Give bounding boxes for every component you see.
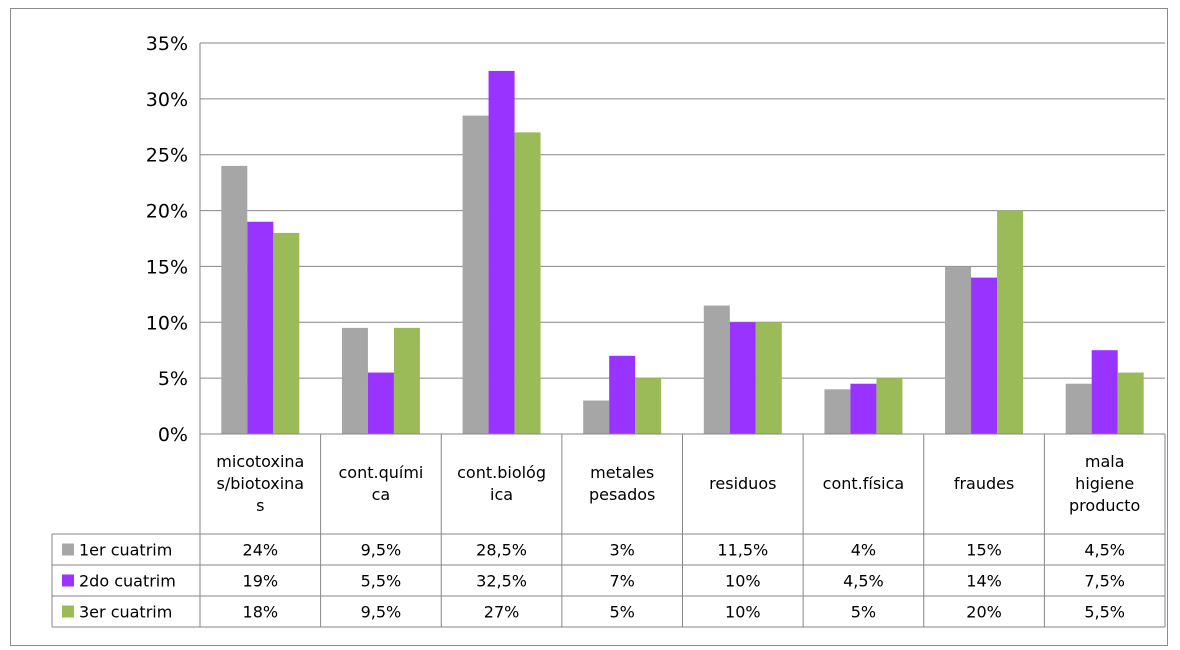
legend-key — [62, 543, 74, 556]
y-tick-label: 5% — [158, 368, 188, 390]
bar — [635, 378, 662, 434]
category-label: producto — [1069, 496, 1140, 515]
category-label: residuos — [709, 474, 776, 493]
y-tick-label: 15% — [146, 256, 188, 278]
y-tick-label: 0% — [158, 424, 188, 446]
y-tick-label: 10% — [146, 312, 188, 334]
bar — [755, 322, 782, 434]
category-label: cont.quími — [339, 463, 424, 482]
bar — [1117, 372, 1144, 434]
series-name: 3er cuatrim — [79, 603, 172, 622]
category-label: cont.biológ — [457, 463, 546, 482]
data-table-value: 14% — [966, 572, 1002, 591]
bar — [247, 221, 274, 434]
data-table-value: 5% — [851, 603, 876, 622]
bar — [971, 277, 998, 434]
category-label: fraudes — [954, 474, 1015, 493]
bar — [703, 305, 730, 434]
bar — [221, 165, 248, 434]
data-table-value: 11,5% — [717, 541, 768, 560]
data-table-value: 3% — [609, 541, 634, 560]
data-table-value: 7% — [609, 572, 634, 591]
data-table-value: 5% — [609, 603, 634, 622]
data-table-value: 10% — [725, 603, 761, 622]
bar — [367, 372, 394, 434]
category-label: metales — [590, 463, 654, 482]
data-table-value: 9,5% — [361, 541, 402, 560]
bar — [1091, 350, 1118, 434]
series-name: 2do cuatrim — [79, 572, 176, 591]
bar — [850, 383, 877, 434]
bar — [393, 327, 420, 434]
bar — [997, 210, 1024, 434]
bar — [488, 70, 515, 434]
category-label: s/biotoxina — [217, 474, 305, 493]
bar — [273, 232, 300, 434]
bar — [945, 266, 972, 434]
bar — [824, 389, 851, 434]
category-label: ica — [490, 485, 513, 504]
data-table-value: 5,5% — [1084, 603, 1125, 622]
bar — [876, 378, 903, 434]
category-label: pesados — [589, 485, 655, 504]
legend-key — [62, 574, 74, 587]
bar — [583, 400, 610, 434]
y-tick-label: 30% — [146, 89, 188, 111]
data-table-value: 19% — [243, 572, 279, 591]
data-table-value: 7,5% — [1084, 572, 1125, 591]
category-label: micotoxina — [216, 452, 304, 471]
data-table-value: 4,5% — [1084, 541, 1125, 560]
category-label: cont.física — [823, 474, 905, 493]
bar — [729, 322, 756, 434]
bar — [341, 327, 368, 434]
bar — [609, 355, 636, 434]
data-table-value: 20% — [966, 603, 1002, 622]
category-label: ca — [372, 485, 391, 504]
y-tick-label: 25% — [146, 145, 188, 167]
y-tick-label: 20% — [146, 201, 188, 223]
data-table-value: 4% — [851, 541, 876, 560]
bar — [1065, 383, 1092, 434]
category-label: mala — [1085, 452, 1125, 471]
data-table-value: 4,5% — [843, 572, 884, 591]
data-table-value: 15% — [966, 541, 1002, 560]
data-table-value: 18% — [243, 603, 279, 622]
data-table-value: 9,5% — [361, 603, 402, 622]
data-table-value: 5,5% — [361, 572, 402, 591]
bar — [514, 132, 541, 434]
data-table-value: 24% — [243, 541, 279, 560]
category-label: higiene — [1075, 474, 1134, 493]
series-name: 1er cuatrim — [79, 541, 172, 560]
y-tick-label: 35% — [146, 33, 188, 55]
data-table-value: 32,5% — [476, 572, 527, 591]
data-table-value: 28,5% — [476, 541, 527, 560]
data-table-value: 27% — [484, 603, 520, 622]
data-table-value: 10% — [725, 572, 761, 591]
legend-key — [62, 605, 74, 618]
category-label: s — [256, 496, 264, 515]
bar — [462, 115, 489, 434]
